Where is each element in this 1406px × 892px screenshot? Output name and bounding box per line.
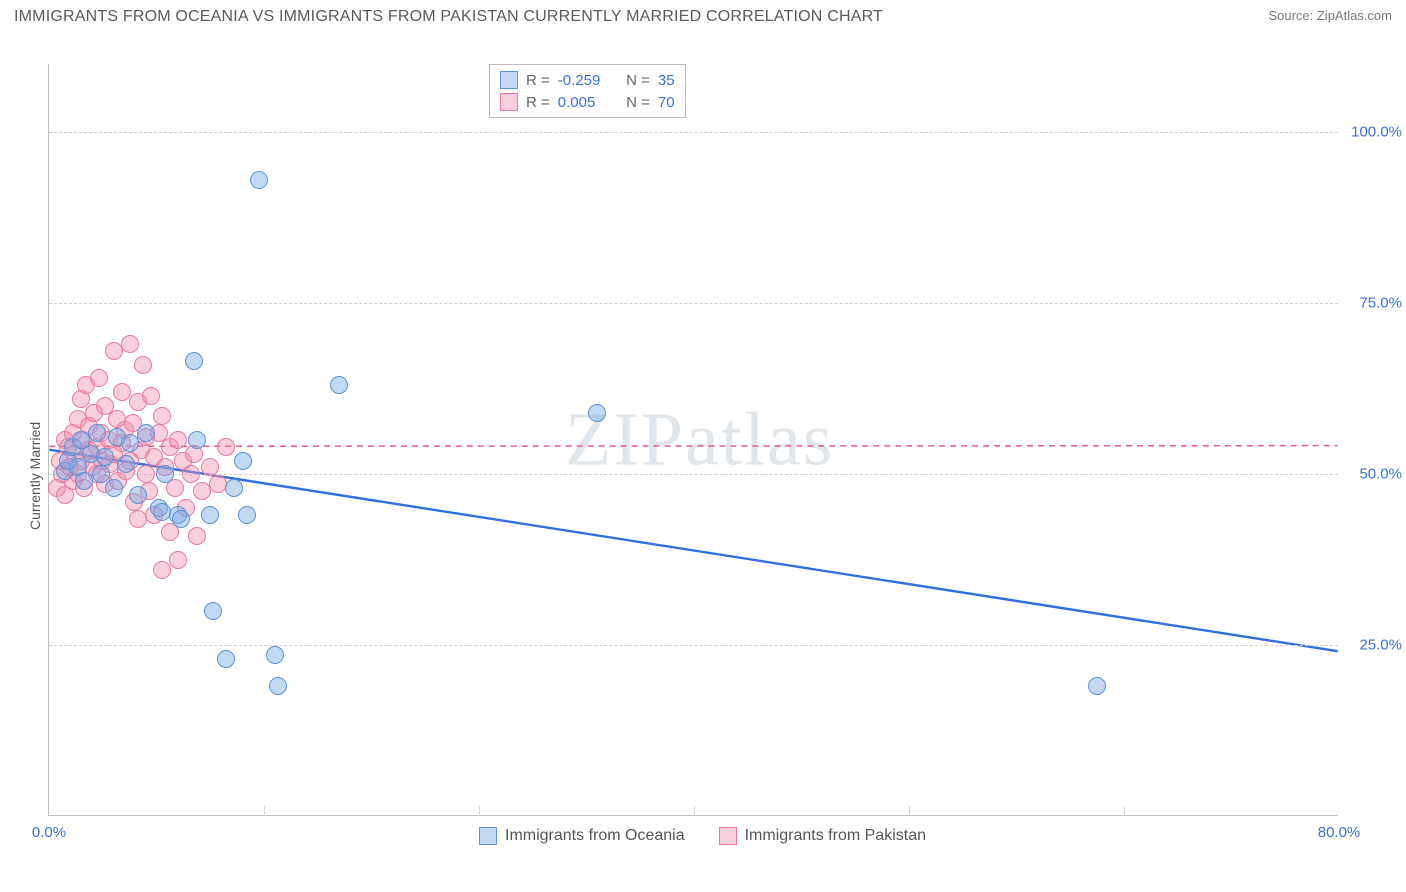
scatter-point: [266, 646, 284, 664]
scatter-point: [134, 356, 152, 374]
n-label: N =: [618, 72, 650, 89]
scatter-point: [90, 369, 108, 387]
legend-series-label: Immigrants from Pakistan: [745, 827, 926, 845]
scatter-point: [153, 561, 171, 579]
scatter-point: [225, 479, 243, 497]
x-minor-tick: [264, 806, 265, 816]
legend-correlation-row: R = 0.005 N = 70: [500, 91, 675, 113]
scatter-point: [209, 475, 227, 493]
scatter-point: [188, 527, 206, 545]
legend-swatch: [719, 827, 737, 845]
n-label: N =: [618, 94, 650, 111]
scatter-point: [137, 465, 155, 483]
x-tick-label: 80.0%: [1318, 824, 1361, 841]
scatter-point: [137, 424, 155, 442]
scatter-point: [105, 479, 123, 497]
scatter-point: [129, 510, 147, 528]
legend-series-label: Immigrants from Oceania: [505, 827, 685, 845]
source-link[interactable]: ZipAtlas.com: [1317, 8, 1392, 23]
scatter-point: [188, 431, 206, 449]
legend-correlation-row: R = -0.259 N = 35: [500, 69, 675, 91]
scatter-point: [121, 335, 139, 353]
scatter-point: [217, 438, 235, 456]
n-value: 35: [658, 72, 675, 89]
chart-container: IMMIGRANTS FROM OCEANIA VS IMMIGRANTS FR…: [0, 0, 1406, 892]
scatter-point: [269, 677, 287, 695]
legend-series: Immigrants from Oceania Immigrants from P…: [479, 827, 926, 845]
legend-series-item: Immigrants from Oceania: [479, 827, 685, 845]
scatter-point: [201, 458, 219, 476]
gridline-horizontal: [49, 645, 1338, 646]
scatter-point: [201, 506, 219, 524]
legend-series-item: Immigrants from Pakistan: [719, 827, 926, 845]
scatter-point: [330, 376, 348, 394]
legend-swatch: [500, 93, 518, 111]
scatter-point: [169, 431, 187, 449]
scatter-point: [588, 404, 606, 422]
scatter-point: [156, 465, 174, 483]
x-minor-tick: [909, 806, 910, 816]
scatter-point: [153, 407, 171, 425]
plot-area: ZIPatlas R = -0.259 N = 35R = 0.005 N = …: [48, 64, 1338, 816]
trend-lines-layer: [49, 64, 1338, 815]
gridline-horizontal: [49, 132, 1338, 133]
scatter-point: [113, 383, 131, 401]
x-minor-tick: [479, 806, 480, 816]
scatter-point: [182, 465, 200, 483]
scatter-point: [142, 387, 160, 405]
scatter-point: [238, 506, 256, 524]
r-label: R =: [526, 72, 550, 89]
n-value: 70: [658, 94, 675, 111]
scatter-point: [1088, 677, 1106, 695]
x-minor-tick: [694, 806, 695, 816]
gridline-horizontal: [49, 474, 1338, 475]
scatter-point: [234, 452, 252, 470]
scatter-point: [96, 448, 114, 466]
source-label: Source:: [1268, 8, 1316, 23]
y-axis-label: Currently Married: [27, 422, 43, 530]
r-value: -0.259: [558, 72, 610, 89]
y-tick-label: 75.0%: [1344, 295, 1402, 312]
trend-line: [49, 446, 1337, 447]
y-tick-label: 100.0%: [1344, 124, 1402, 141]
legend-swatch: [479, 827, 497, 845]
gridline-horizontal: [49, 303, 1338, 304]
r-label: R =: [526, 94, 550, 111]
scatter-point: [250, 171, 268, 189]
scatter-point: [169, 551, 187, 569]
y-tick-label: 50.0%: [1344, 466, 1402, 483]
scatter-point: [172, 510, 190, 528]
scatter-point: [185, 352, 203, 370]
scatter-point: [129, 486, 147, 504]
x-minor-tick: [1124, 806, 1125, 816]
trend-line: [49, 450, 1337, 651]
chart-title: IMMIGRANTS FROM OCEANIA VS IMMIGRANTS FR…: [14, 8, 883, 26]
x-tick-label: 0.0%: [32, 824, 66, 841]
scatter-point: [217, 650, 235, 668]
scatter-point: [88, 424, 106, 442]
legend-swatch: [500, 71, 518, 89]
scatter-point: [204, 602, 222, 620]
y-tick-label: 25.0%: [1344, 637, 1402, 654]
r-value: 0.005: [558, 94, 610, 111]
source-credit: Source: ZipAtlas.com: [1268, 8, 1392, 23]
scatter-point: [153, 503, 171, 521]
scatter-point: [121, 434, 139, 452]
scatter-point: [117, 455, 135, 473]
title-bar: IMMIGRANTS FROM OCEANIA VS IMMIGRANTS FR…: [0, 0, 1406, 34]
legend-correlation-box: R = -0.259 N = 35R = 0.005 N = 70: [489, 64, 686, 118]
